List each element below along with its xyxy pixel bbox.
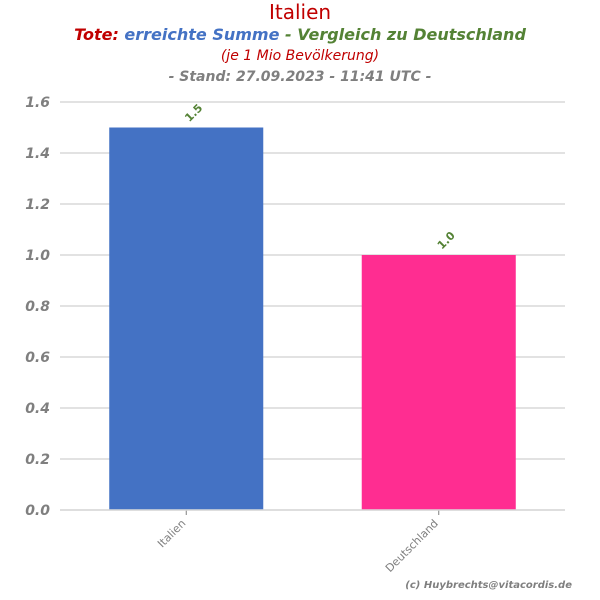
- bar-value-label: 1.5: [182, 102, 205, 125]
- y-tick-label: 0.2: [25, 452, 50, 468]
- y-tick-label: 1.6: [25, 95, 50, 111]
- x-tick-label: Italien: [155, 517, 188, 550]
- bar-deutschland: [361, 255, 516, 510]
- y-tick-label: 0.6: [25, 350, 50, 366]
- chart-subtitle: Tote: erreichte Summe - Vergleich zu Deu…: [0, 25, 600, 45]
- copyright-credit: (c) Huybrechts@vitacordis.de: [405, 580, 572, 591]
- y-tick-label: 0.4: [25, 401, 50, 417]
- subtitle-part-summe: erreichte Summe: [124, 25, 280, 44]
- subtitle-part-vergleich: - Vergleich zu Deutschland: [285, 25, 526, 44]
- bar-value-label: 1.0: [435, 229, 458, 252]
- y-tick-label: 0.0: [25, 503, 50, 519]
- y-tick-label: 1.4: [25, 146, 50, 162]
- x-tick-label: Deutschland: [383, 517, 441, 575]
- y-tick-label: 1.2: [25, 197, 50, 213]
- chart-title: Italien: [268, 0, 332, 24]
- chart-subtitle-population: (je 1 Mio Bevölkerung): [220, 48, 380, 64]
- bar-italien: [109, 127, 264, 510]
- y-tick-label: 0.8: [25, 299, 50, 315]
- chart-subtitle-timestamp: - Stand: 27.09.2023 - 11:41 UTC -: [168, 69, 432, 85]
- y-tick-label: 1.0: [25, 248, 50, 264]
- subtitle-part-tote: Tote:: [74, 25, 119, 44]
